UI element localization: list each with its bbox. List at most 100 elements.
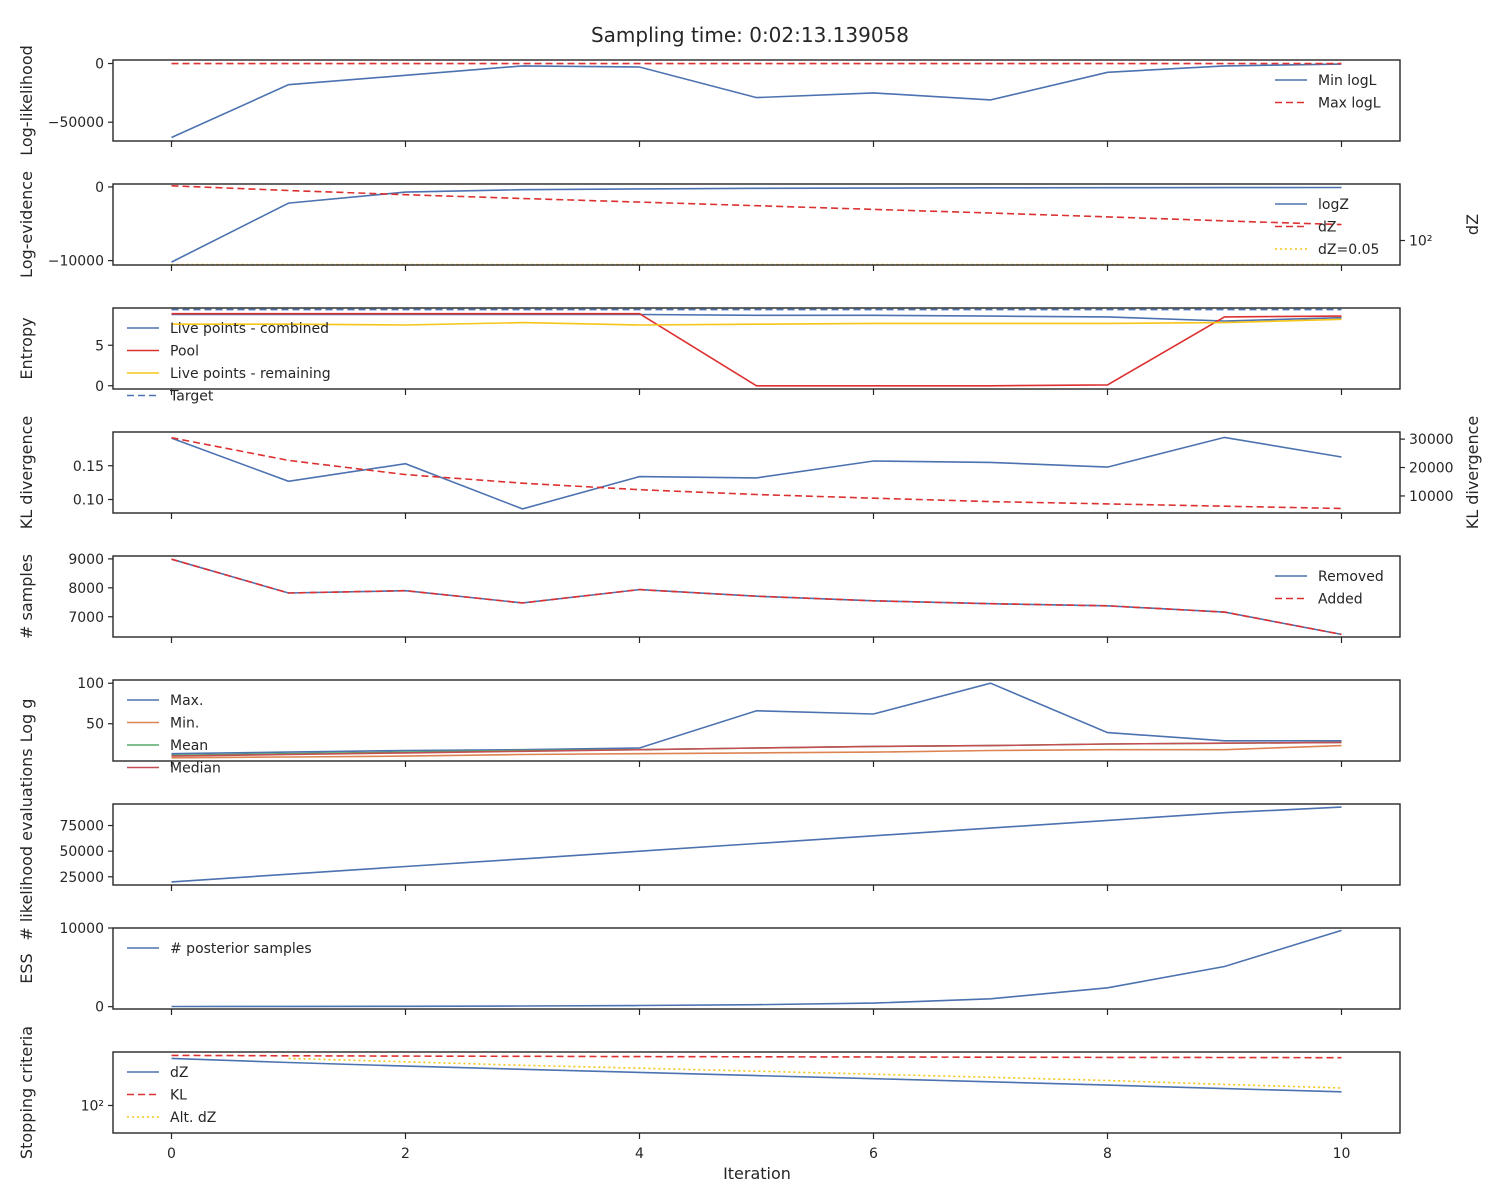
series-line-dz xyxy=(171,1057,1342,1093)
y-tick-label: 25000 xyxy=(59,870,104,886)
series-line-min- xyxy=(171,744,1342,759)
figure-title: Sampling time: 0:02:13.139058 xyxy=(591,23,909,47)
y-axis-label: Log-likelihood xyxy=(17,45,36,156)
right-y-tick-label: 10² xyxy=(1409,233,1432,249)
legend-label: KL xyxy=(170,1088,187,1104)
axes-frame xyxy=(112,679,1401,762)
y-tick-label: 8000 xyxy=(68,581,104,597)
axes-frame xyxy=(112,803,1401,886)
panel-evals: 25000 50000 75000 # likelihood evaluations xyxy=(17,748,1401,941)
y-tick-label: 50000 xyxy=(59,844,104,860)
series-line-live-points-remaining xyxy=(171,318,1342,326)
series-line-kl xyxy=(171,1054,1342,1059)
axes-frame xyxy=(112,431,1401,514)
legend-label: dZ=0.05 xyxy=(1318,242,1379,258)
y-axis-label: ESS xyxy=(17,953,36,983)
y-tick-label: 5 xyxy=(95,338,104,354)
axes-frame xyxy=(112,183,1401,266)
y-tick-label: 0 xyxy=(95,379,104,395)
x-tick-label: 2 xyxy=(401,1146,410,1162)
legend: Min logL Max logL xyxy=(1275,73,1381,112)
panel-stopping: 10² Stopping criteria dZ KL Alt. dZ 0 2 4 6 8 10 xyxy=(17,1026,1401,1162)
y-tick-label: 9000 xyxy=(68,552,104,568)
legend-label: Max. xyxy=(170,693,203,709)
right-y-axis-label: dZ xyxy=(1463,214,1482,235)
legend: Max. Min. Mean Median xyxy=(127,693,221,777)
y-tick-label: 10000 xyxy=(59,921,104,937)
legend-label: Mean xyxy=(170,738,208,754)
y-axis-label: Entropy xyxy=(17,317,36,379)
y-axis-label: KL divergence xyxy=(17,416,36,529)
legend-label: Alt. dZ xyxy=(170,1110,216,1126)
y-tick-label: 7000 xyxy=(68,610,104,626)
axes-frame xyxy=(112,307,1401,390)
legend-label: dZ xyxy=(170,1065,188,1081)
y-tick-label: −50000 xyxy=(48,115,104,131)
series-line-unnamed-0 xyxy=(171,436,1342,510)
series-line-alt-dz xyxy=(288,1057,1342,1089)
legend-label: logZ xyxy=(1318,197,1349,213)
legend-label: Live points - remaining xyxy=(170,366,331,382)
panel-logevidence: 0 −10000 10² Log-evidence dZ logZ dZ dZ=0.05 xyxy=(17,171,1482,278)
legend: Live points - combined Pool Live points - … xyxy=(127,321,331,405)
y-tick-label: 75000 xyxy=(59,819,104,835)
right-y-axis-label: KL divergence xyxy=(1463,416,1482,529)
y-tick-label: 0 xyxy=(95,1000,104,1016)
series-line-pool xyxy=(171,312,1342,387)
legend-label: Pool xyxy=(170,344,199,360)
y-tick-label: 100 xyxy=(77,676,104,692)
y-axis-label: Log g xyxy=(17,699,36,743)
legend-label: # posterior samples xyxy=(170,941,312,957)
y-tick-label: 10² xyxy=(81,1098,104,1114)
x-axis-label: Iteration xyxy=(723,1164,791,1183)
x-tick-label: 10 xyxy=(1333,1146,1351,1162)
y-tick-label: 0 xyxy=(95,180,104,196)
legend-label: Target xyxy=(169,389,214,405)
legend-label: Removed xyxy=(1318,569,1384,585)
panel-kl: 0.10 0.15 10000 20000 30000 KL divergence KL d… xyxy=(17,416,1482,529)
series-line-dz xyxy=(171,185,1342,226)
y-tick-label: 0 xyxy=(95,57,104,73)
series-line-median xyxy=(171,741,1342,757)
series-line-logz xyxy=(171,186,1342,263)
legend-label: Min. xyxy=(170,716,199,732)
y-axis-label: # likelihood evaluations xyxy=(17,748,36,940)
panel-loglikelihood: 0 −50000 Log-likelihood Min logL Max logL xyxy=(17,45,1401,156)
legend: Removed Added xyxy=(1275,569,1384,608)
series-line-unnamed-1 xyxy=(171,436,1342,510)
y-tick-label: 0.10 xyxy=(73,493,104,509)
series-line--posterior-samples xyxy=(171,929,1342,1008)
panel-ess: 0 10000 ESS # posterior samples xyxy=(17,921,1401,1016)
y-axis-label: Stopping criteria xyxy=(17,1026,36,1159)
axes-frame xyxy=(112,59,1401,142)
legend: dZ KL Alt. dZ xyxy=(127,1065,216,1126)
x-tick-label: 4 xyxy=(635,1146,644,1162)
axes-frame xyxy=(112,1051,1401,1134)
x-tick-label: 0 xyxy=(167,1146,176,1162)
y-tick-label: −10000 xyxy=(48,254,104,270)
panel-logg: 50 100 Log g Max. Min. Mean Median xyxy=(17,676,1401,777)
legend: # posterior samples xyxy=(127,941,312,957)
legend-label: Max logL xyxy=(1318,96,1381,112)
right-y-tick-label: 10000 xyxy=(1409,489,1454,505)
x-tick-label: 8 xyxy=(1103,1146,1112,1162)
series-line-min-logl xyxy=(171,63,1342,139)
legend-label: Live points - combined xyxy=(170,321,329,337)
panels: 0 −50000 Log-likelihood Min logL Max logL 0 −1… xyxy=(17,45,1482,1162)
axes-frame xyxy=(112,555,1401,638)
legend-label: Min logL xyxy=(1318,73,1377,89)
legend: logZ dZ dZ=0.05 xyxy=(1275,197,1379,258)
right-y-tick-label: 30000 xyxy=(1409,432,1454,448)
series-line-added xyxy=(171,558,1342,636)
x-tick-label: 6 xyxy=(869,1146,878,1162)
legend-label: Median xyxy=(170,761,221,777)
axes-frame xyxy=(112,927,1401,1010)
y-tick-label: 50 xyxy=(86,717,104,733)
series-line-max- xyxy=(171,682,1342,755)
right-y-tick-label: 20000 xyxy=(1409,461,1454,477)
y-tick-label: 0.15 xyxy=(73,459,104,475)
legend-label: dZ xyxy=(1318,220,1336,236)
